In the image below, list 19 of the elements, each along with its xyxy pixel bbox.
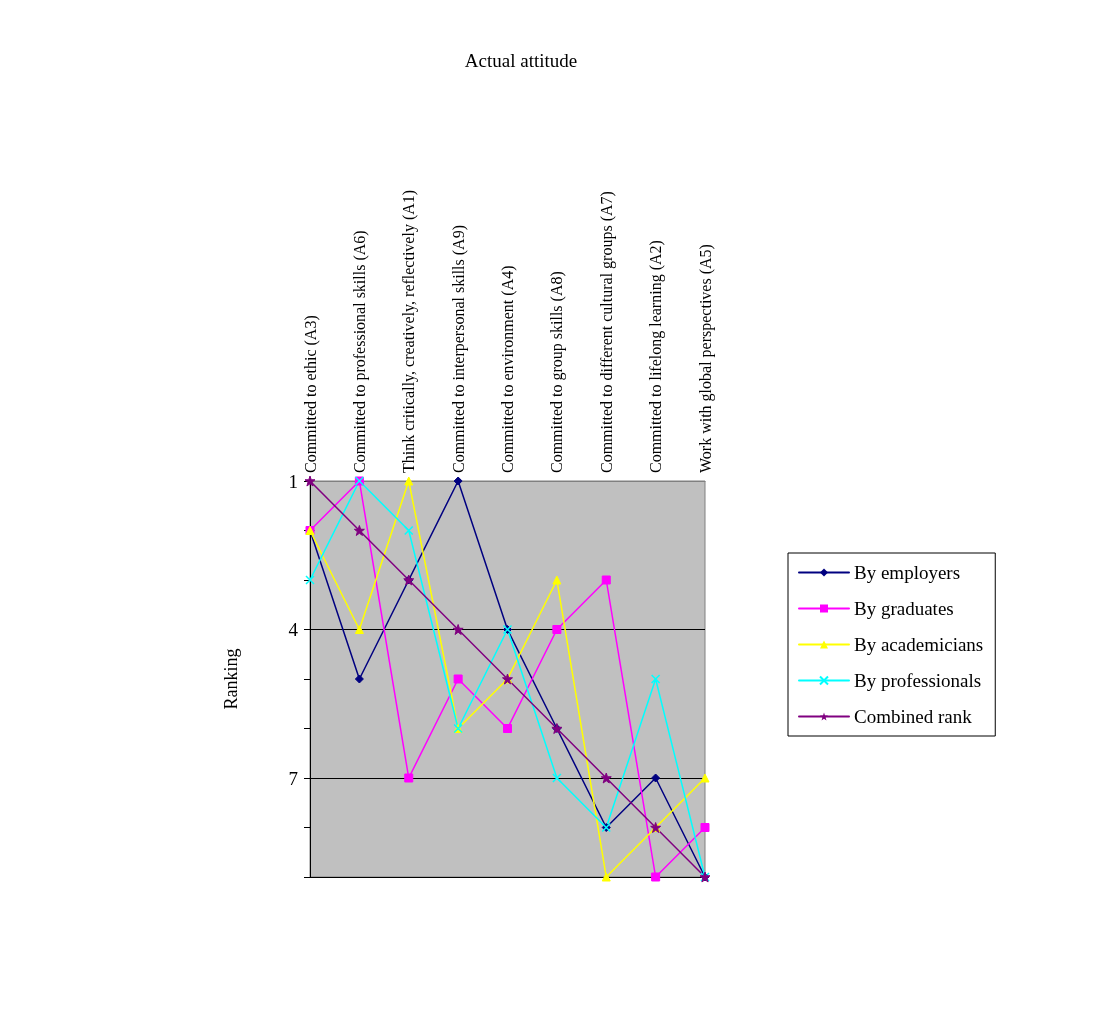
y-tick-label: 1 [288, 470, 298, 492]
chart-title: Actual attitude [464, 50, 578, 71]
x-tick-label: Committed to interpersonal skills (A9) [449, 225, 468, 473]
y-tick-label: 7 [288, 767, 298, 789]
legend-label: Combined rank [854, 706, 973, 727]
y-tick-label: 4 [288, 619, 299, 640]
x-tick-label: Work with global perspectives (A5) [696, 244, 715, 473]
x-tick-label: Committed to lifelong learning (A2) [647, 240, 666, 473]
x-tick-label: Committed to ethic (A3) [301, 315, 320, 473]
y-axis-title: Ranking [221, 648, 241, 710]
legend-label: By employers [854, 562, 961, 583]
legend-label: By graduates [854, 598, 954, 619]
x-tick-label: Committed to environment (A4) [499, 265, 517, 473]
x-tick-label: Committed to different cultural groups (A7) [597, 191, 616, 473]
x-tick-label: Committed to group skills (A8) [548, 271, 567, 473]
x-tick-label: Think critically, creatively, reflectively (A1) [400, 189, 419, 473]
legend-label: By professionals [854, 670, 982, 691]
legend-label: By academicians [854, 634, 984, 655]
x-tick-label: Committed to professional skills (A6) [350, 230, 369, 473]
